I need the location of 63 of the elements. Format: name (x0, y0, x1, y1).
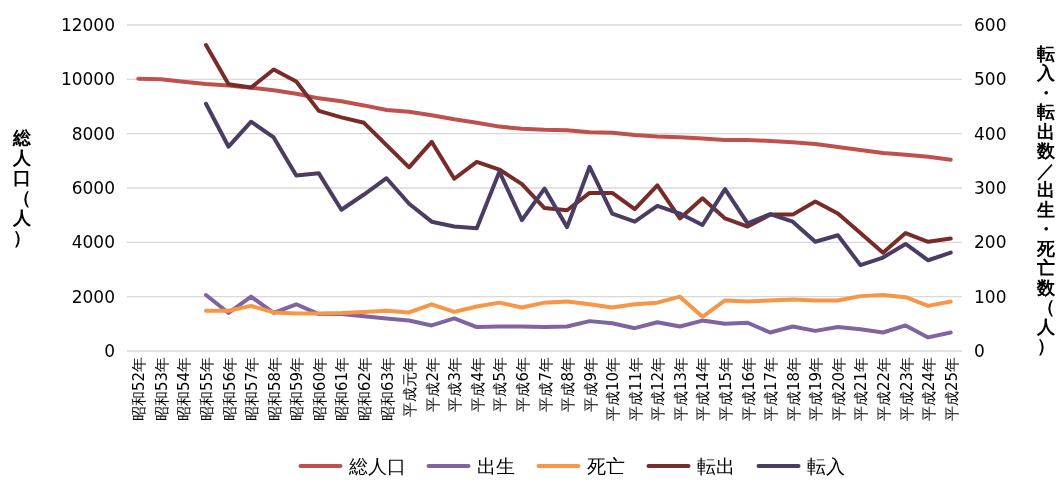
x-tick-label: 昭和56年 (220, 357, 239, 422)
y2-tick-label: 300 (974, 178, 1007, 198)
y-tick-label: 8000 (71, 123, 115, 144)
y2-tick-label: 0 (974, 341, 985, 361)
x-tick-label: 昭和60年 (310, 357, 329, 422)
x-tick-label: 平成5年 (491, 357, 510, 412)
line-series (203, 101, 953, 268)
x-tick-label: 平成16年 (739, 357, 758, 422)
x-tick-label: 昭和57年 (243, 357, 262, 422)
x-tick-label: 平成19年 (807, 357, 826, 422)
legend-label: 死亡 (586, 455, 625, 477)
x-tick-label: 平成8年 (559, 357, 578, 412)
y2-tick-label: 400 (974, 123, 1007, 144)
text: 転入・転出数／出生・死亡数（人） (1037, 42, 1055, 357)
y-tick-label: 10000 (60, 69, 115, 90)
x-tick-label: 平成25年 (942, 357, 961, 422)
x-tick-label: 平成6年 (513, 357, 532, 412)
x-tick-label: 平成3年 (446, 357, 465, 412)
line-series (136, 76, 953, 162)
x-tick-label: 平成13年 (671, 357, 690, 422)
x-tick-label: 平成14年 (694, 357, 713, 422)
x-tick-label: 平成10年 (604, 357, 623, 422)
x-tick-label: 昭和53年 (152, 357, 171, 422)
y2-tick-label: 500 (974, 69, 1007, 90)
x-tick-label: 平成15年 (717, 357, 736, 422)
x-tick-label: 昭和59年 (288, 357, 307, 422)
x-tick-label: 昭和62年 (355, 357, 374, 422)
x-tick-label: 平成11年 (626, 357, 645, 422)
x-tick-label: 昭和58年 (265, 357, 284, 422)
legend-label: 転入 (806, 455, 845, 477)
y2-tick-label: 100 (974, 286, 1007, 307)
x-tick-label: 平成20年 (829, 357, 848, 422)
x-tick-label: 平成12年 (649, 357, 668, 422)
y-tick-label: 6000 (71, 178, 115, 198)
x-tick-label: 平成元年 (401, 357, 420, 417)
line-series (203, 293, 953, 319)
x-tick-label: 平成18年 (784, 357, 803, 422)
legend-label: 転出 (696, 455, 735, 477)
y2-tick-label: 200 (974, 232, 1007, 253)
x-tick-label: 平成9年 (581, 357, 600, 412)
x-tick-label: 昭和54年 (175, 357, 194, 422)
x-tick-label: 平成4年 (468, 357, 487, 412)
line-series (203, 43, 953, 255)
y2-tick-label: 600 (974, 15, 1007, 35)
y-tick-label: 12000 (60, 15, 115, 35)
legend-label: 出生 (476, 455, 515, 477)
x-tick-label: 平成17年 (762, 357, 781, 422)
y-tick-label: 2000 (71, 286, 115, 307)
x-tick-label: 昭和63年 (378, 357, 397, 422)
line-series (203, 293, 953, 340)
x-tick-label: 平成2年 (423, 357, 442, 412)
y-axis-title: 総人口（人） (12, 127, 32, 248)
x-tick-label: 昭和55年 (197, 357, 216, 422)
x-tick-label: 昭和52年 (130, 357, 149, 422)
x-tick-label: 平成24年 (920, 357, 939, 422)
legend-label: 総人口 (347, 455, 406, 477)
x-tick-label: 平成21年 (852, 357, 871, 422)
x-tick-label: 平成23年 (897, 357, 916, 422)
x-tick-label: 昭和61年 (333, 357, 352, 422)
y-tick-label: 0 (104, 341, 115, 361)
x-tick-label: 平成22年 (875, 357, 894, 422)
x-tick-label: 平成7年 (536, 357, 555, 412)
y-tick-label: 4000 (71, 232, 115, 253)
